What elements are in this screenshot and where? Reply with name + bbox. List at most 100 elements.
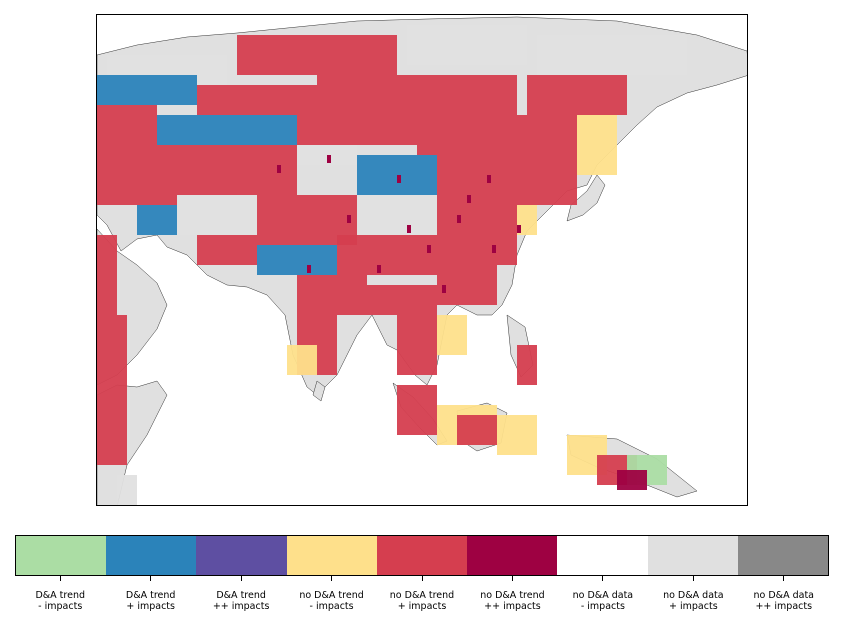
sri-lanka-landmass <box>312 380 326 402</box>
map-cell-block <box>97 395 127 465</box>
map-cell-block <box>197 235 257 265</box>
legend-label-line2: + impacts <box>126 601 175 612</box>
japan-landmass <box>566 174 606 222</box>
map-cell-block <box>297 115 417 145</box>
map-cell-block <box>257 245 337 275</box>
asia-map <box>97 16 747 505</box>
map-cell-block <box>297 275 367 315</box>
legend-tick <box>692 576 694 581</box>
legend-swatch-4 <box>286 536 377 575</box>
map-cell-block <box>517 205 537 235</box>
map-cell-block <box>97 315 127 395</box>
legend-swatch-3 <box>196 536 287 575</box>
legend-label-line2: - impacts <box>38 601 83 612</box>
map-cell-block <box>137 205 177 235</box>
map-cell-dark <box>407 225 411 233</box>
map-cell-dark <box>347 215 351 223</box>
map-cell-dark <box>492 245 496 253</box>
legend-label-line1: no D&A data <box>663 590 724 601</box>
map-cell-block <box>617 470 647 490</box>
legend-label-2: D&A trend + impacts <box>106 590 196 612</box>
legend-tick <box>59 576 61 581</box>
legend-tick <box>511 576 513 581</box>
legend-label-line1: no D&A trend <box>480 590 545 601</box>
legend-label-line2: ++ impacts <box>212 601 270 612</box>
legend-label-1: D&A trend - impacts <box>15 590 105 612</box>
map-cell-dark <box>397 175 401 183</box>
map-cell-block <box>97 235 117 315</box>
map-cell-block <box>437 155 577 205</box>
map-cell-block <box>97 145 177 205</box>
map-cell-block <box>117 475 137 505</box>
legend-tick <box>783 576 785 581</box>
map-cell-dark <box>517 225 521 233</box>
map-cell-dark <box>457 215 461 223</box>
legend-label-line2: - impacts <box>580 601 625 612</box>
legend-swatch-8 <box>647 536 738 575</box>
map-cell-block <box>337 235 437 275</box>
legend-swatch-2 <box>106 536 197 575</box>
legend-swatch-6 <box>467 536 558 575</box>
map-cell-dark <box>277 165 281 173</box>
map-cell-block <box>237 35 397 75</box>
map-cell-dark <box>467 195 471 203</box>
map-cell-block <box>397 385 437 435</box>
map-cell-block <box>437 265 497 305</box>
map-cell-block <box>357 195 437 235</box>
grid-cells <box>97 25 687 505</box>
legend-label-line1: D&A trend <box>216 590 266 601</box>
legend-tick <box>421 576 423 581</box>
map-cell-block <box>527 75 627 115</box>
map-cell-block <box>437 205 517 265</box>
legend-label-7: no D&A data - impacts <box>558 590 648 612</box>
legend-label-line1: D&A trend <box>125 590 176 601</box>
map-cell-block <box>197 85 317 115</box>
legend-label-line1: D&A trend <box>35 590 85 601</box>
legend-label-5: no D&A trend + impacts <box>377 590 467 612</box>
map-cell-block <box>577 115 617 175</box>
legend-swatch-9 <box>737 536 828 575</box>
legend-label-line1: no D&A data <box>753 590 815 601</box>
map-cell-dark <box>442 285 446 293</box>
map-cell-block <box>97 75 197 105</box>
colorbar-legend <box>15 535 829 576</box>
legend-label-line2: ++ impacts <box>484 601 541 612</box>
legend-label-line2: - impacts <box>309 601 354 612</box>
map-cell-block <box>157 115 297 145</box>
legend-swatch-7 <box>557 536 648 575</box>
map-cell-block <box>367 285 437 315</box>
legend-tick <box>602 576 604 581</box>
map-cell-dark <box>307 265 311 273</box>
map-cell-dark <box>427 245 431 253</box>
map-cell-block <box>437 315 467 355</box>
legend-label-line1: no D&A trend <box>389 590 455 601</box>
legend-label-line2: + impacts <box>669 601 718 612</box>
legend-swatch-5 <box>376 536 468 575</box>
map-cell-block <box>397 315 437 375</box>
legend-label-line1: no D&A trend <box>299 590 364 601</box>
map-cell-block <box>177 195 257 235</box>
map-cell-block <box>537 35 687 75</box>
legend-label-8: no D&A data + impacts <box>648 590 738 612</box>
map-cell-block <box>417 115 577 155</box>
map-panel <box>96 14 748 506</box>
map-cell-dark <box>377 265 381 273</box>
legend-label-4: no D&A trend - impacts <box>287 590 377 612</box>
map-cell-dark <box>487 175 491 183</box>
map-cell-block <box>457 415 497 445</box>
legend-label-3: D&A trend ++ impacts <box>196 590 286 612</box>
legend-label-line2: + impacts <box>397 601 447 612</box>
map-cell-block <box>517 345 537 385</box>
legend-label-6: no D&A trend ++ impacts <box>467 590 557 612</box>
legend-label-9: no D&A data ++ impacts <box>739 590 829 612</box>
legend-tick <box>150 576 152 581</box>
map-cell-dark <box>327 155 331 163</box>
legend-label-line1: no D&A data <box>572 590 634 601</box>
map-cell-block <box>287 345 317 375</box>
map-cell-block <box>97 105 157 145</box>
map-cell-block <box>497 415 537 455</box>
map-cell-block <box>317 75 517 115</box>
map-cell-block <box>407 25 527 65</box>
legend-label-line2: ++ impacts <box>755 601 813 612</box>
legend-tick <box>331 576 333 581</box>
